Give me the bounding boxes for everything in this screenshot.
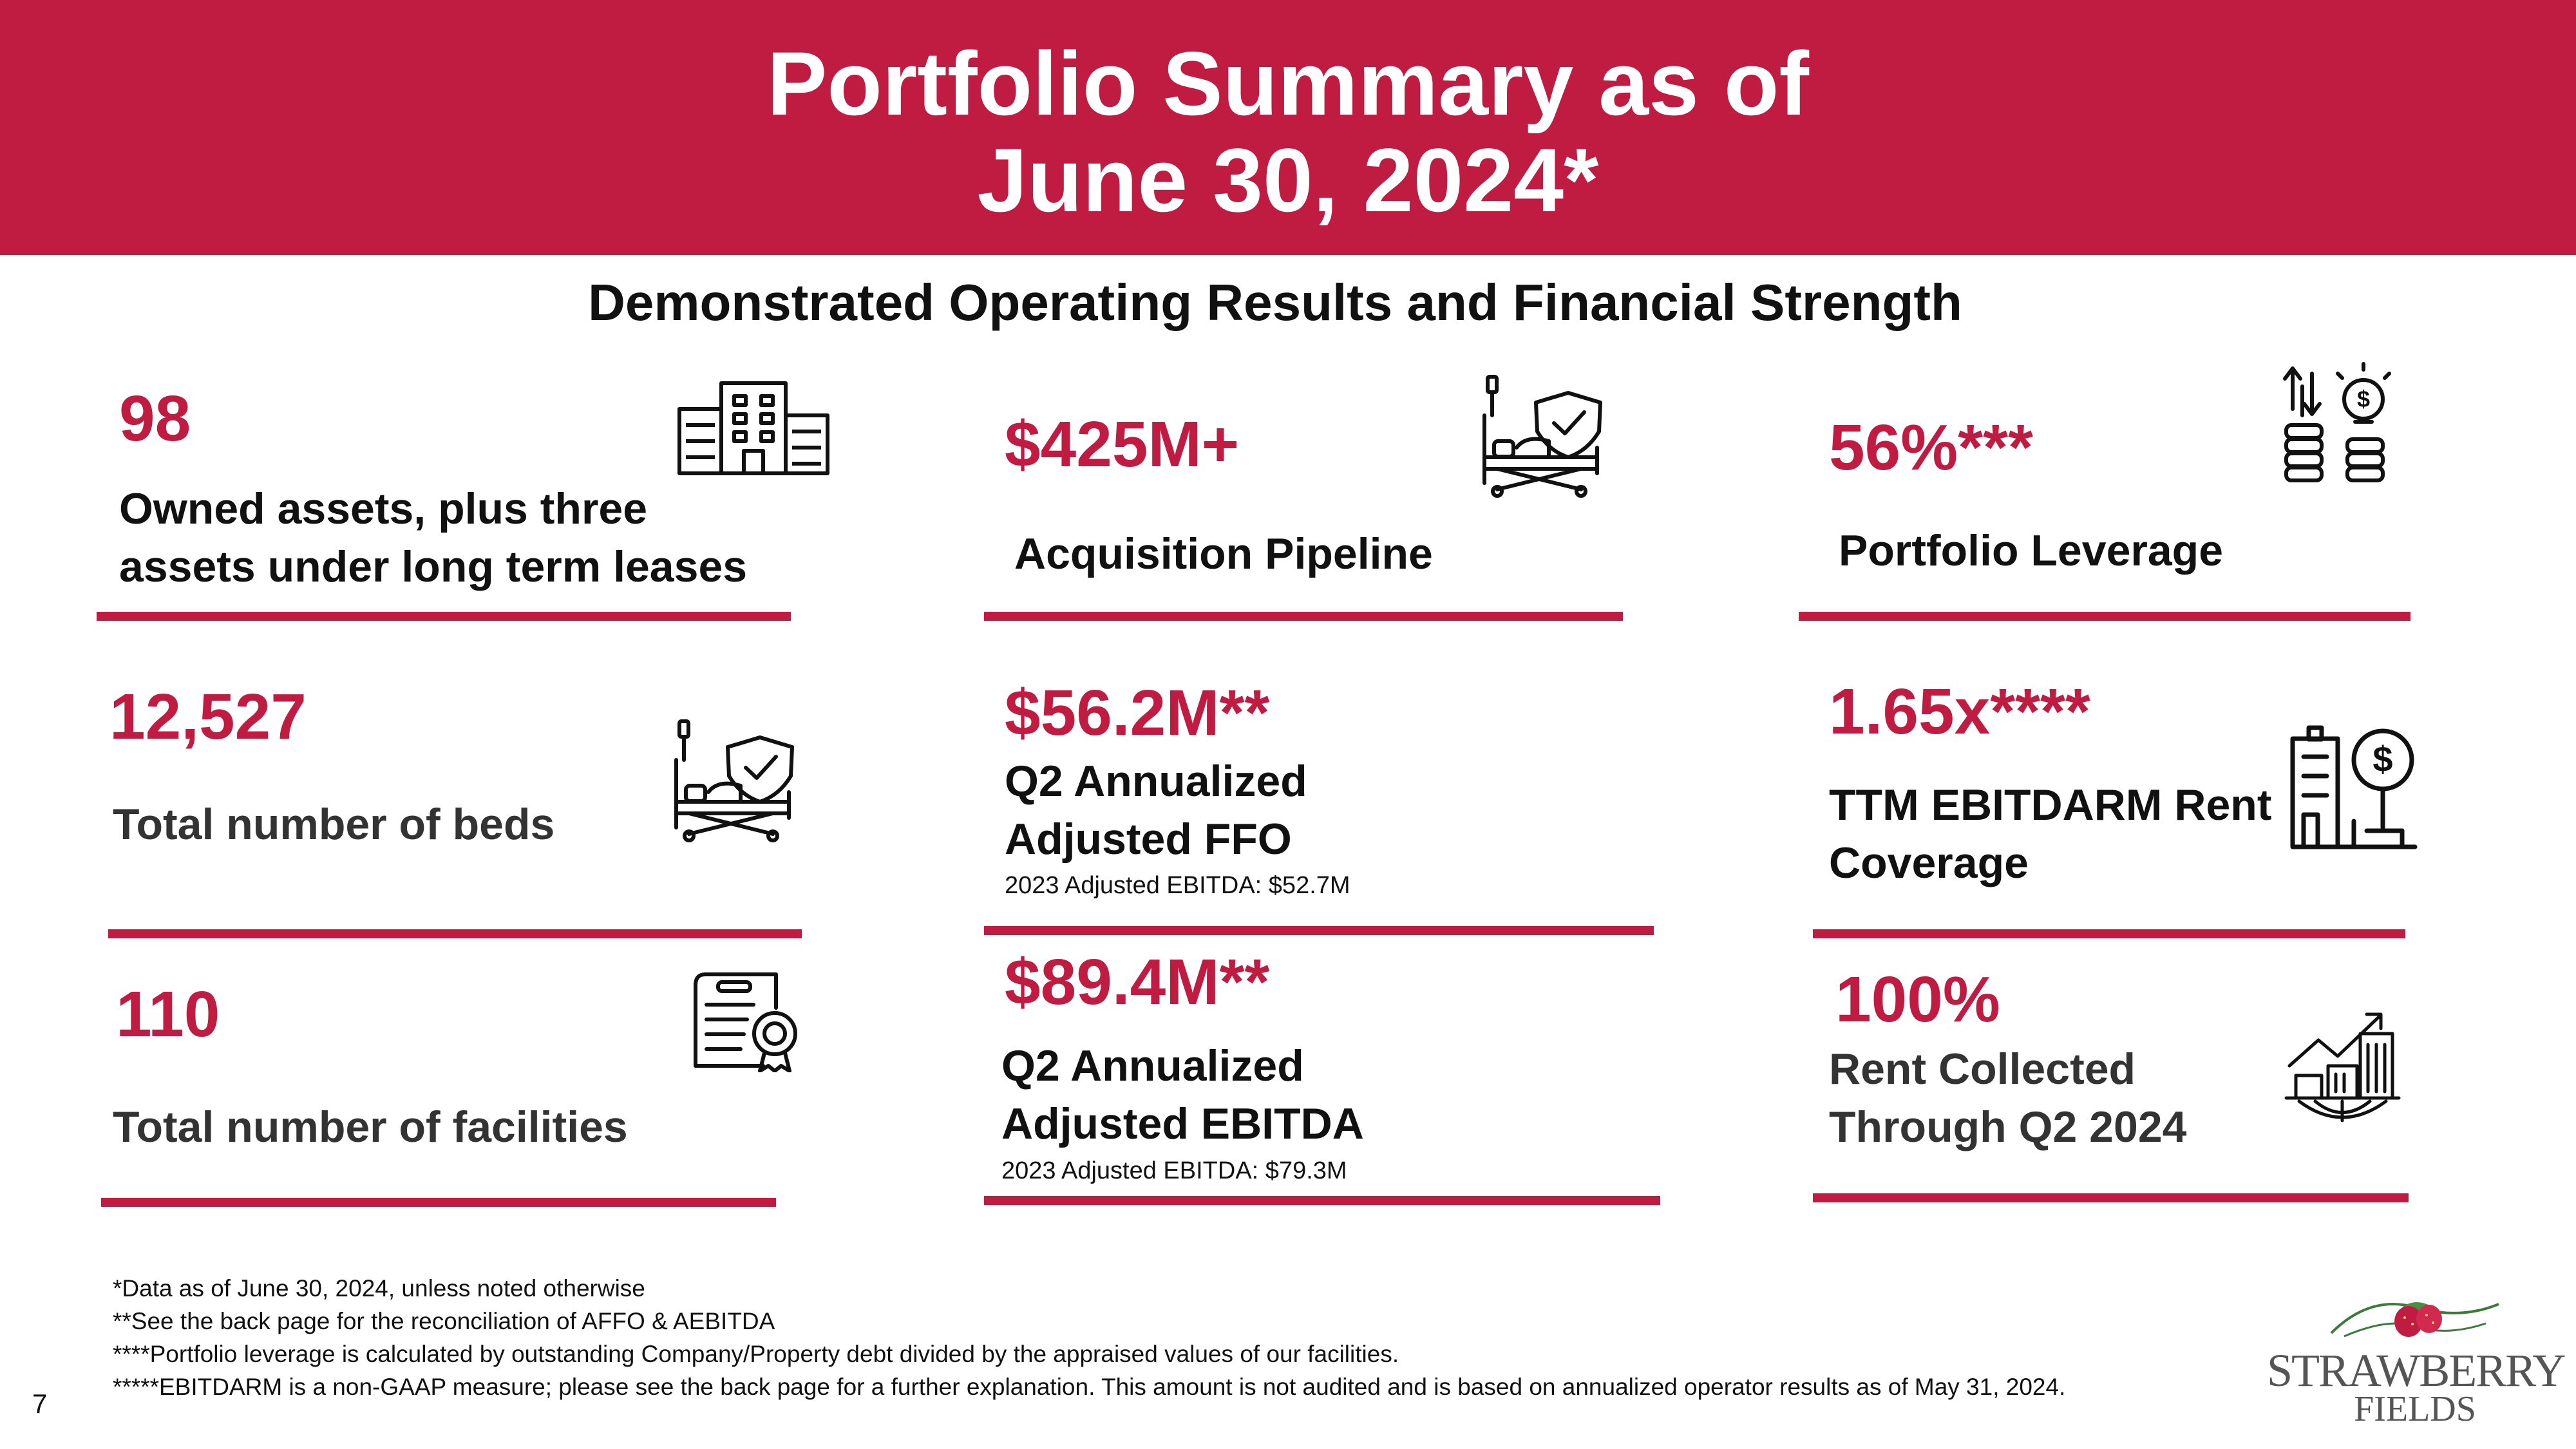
affo-value: $56.2M** [1005, 677, 1270, 749]
buildings-icon [677, 381, 829, 475]
owned-assets-label-line1: Owned assets, plus three [119, 484, 648, 533]
footnote: ****Portfolio leverage is calculated by … [113, 1341, 1399, 1367]
pipeline-label: Acquisition Pipeline [1014, 529, 1433, 578]
pipeline-value: $425M+ [1005, 408, 1240, 480]
leverage-label: Portfolio Leverage [1839, 526, 2224, 575]
coverage-value: 1.65x**** [1829, 676, 2090, 748]
rent-label-line1: Rent Collected [1829, 1045, 2136, 1094]
divider-rule [1799, 612, 2410, 621]
rent-value: 100% [1835, 963, 2000, 1036]
divider-rule [101, 1198, 776, 1207]
svg-text:$: $ [2372, 739, 2392, 779]
affo-label-line2: Adjusted FFO [1005, 815, 1292, 864]
divider-rule [1813, 1193, 2409, 1202]
divider-rule [97, 612, 791, 621]
affo-note: 2023 Adjusted EBITDA: $52.7M [1005, 872, 1350, 899]
page-title: Portfolio Summary as of June 30, 2024* [0, 35, 2576, 229]
hospital-bed-shield-icon [674, 719, 794, 842]
owned-assets-label-line2: assets under long term leases [119, 542, 748, 591]
divider-rule [984, 1196, 1660, 1205]
affo-label-line1: Q2 Annualized [1005, 757, 1307, 806]
strawberry-icon [2330, 1302, 2499, 1338]
footnote: **See the back page for the reconciliati… [113, 1308, 775, 1334]
hospital-bed-shield-icon [1482, 375, 1602, 498]
page-title-line2: June 30, 2024* [977, 129, 1599, 231]
title-banner: Portfolio Summary as of June 30, 2024* [0, 0, 2576, 255]
ebitda-label-line1: Q2 Annualized [1001, 1041, 1304, 1090]
leverage-value: 56%*** [1829, 412, 2033, 484]
logo-wordmark-line2: FIELDS [2354, 1389, 2476, 1429]
ebitda-value: $89.4M** [1005, 946, 1270, 1018]
page-number: 7 [32, 1388, 48, 1419]
footnote: *****EBITDARM is a non-GAAP measure; ple… [113, 1374, 2066, 1400]
beds-value: 12,527 [109, 681, 307, 753]
rent-label-line2: Through Q2 2024 [1829, 1103, 2187, 1151]
coins-arrows-lightbulb-icon: $ [2283, 362, 2391, 482]
ebitda-label-line2: Adjusted EBITDA [1001, 1099, 1364, 1148]
certificate-icon [694, 972, 797, 1072]
footnote: *Data as of June 30, 2024, unless noted … [113, 1275, 645, 1302]
divider-rule [984, 926, 1654, 935]
building-dollar-icon: $ [2290, 725, 2418, 849]
city-growth-icon [2284, 1012, 2401, 1122]
facilities-label: Total number of facilities [113, 1103, 628, 1151]
facilities-value: 110 [116, 978, 220, 1050]
page-subtitle: Demonstrated Operating Results and Finan… [588, 274, 1962, 331]
logo-wordmark-line1: STRAWBERRY [2267, 1345, 2566, 1396]
divider-rule [984, 612, 1623, 621]
footnotes: *Data as of June 30, 2024, unless noted … [113, 1272, 2174, 1403]
divider-rule [108, 929, 802, 938]
owned-assets-value: 98 [119, 383, 191, 455]
divider-rule [1813, 929, 2405, 938]
page-title-line1: Portfolio Summary as of [766, 33, 1810, 134]
coverage-label-line2: Coverage [1829, 838, 2029, 887]
beds-label: Total number of beds [113, 800, 555, 849]
svg-text:$: $ [2357, 386, 2370, 412]
company-logo: STRAWBERRY FIELDS [2267, 1288, 2566, 1430]
coverage-label-line1: TTM EBITDARM Rent [1829, 781, 2272, 829]
ebitda-note: 2023 Adjusted EBITDA: $79.3M [1001, 1157, 1347, 1184]
